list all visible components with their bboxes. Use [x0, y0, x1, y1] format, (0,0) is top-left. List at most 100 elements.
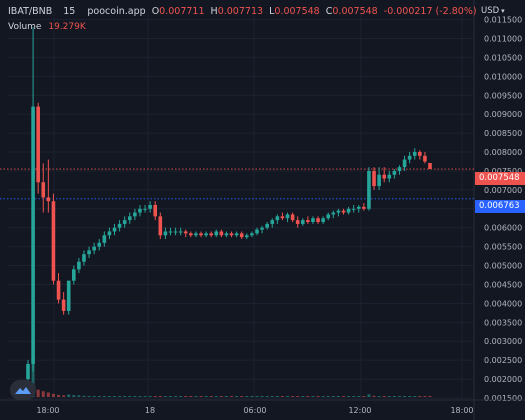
- candle-body: [428, 162, 432, 170]
- volume-bar: [143, 396, 147, 397]
- candle-body: [26, 363, 30, 380]
- volume-bar: [413, 396, 417, 397]
- volume-bar: [296, 396, 300, 397]
- candle-body: [71, 269, 76, 281]
- x-tick-label: 18:00: [36, 406, 59, 415]
- candle-body: [367, 170, 371, 209]
- volume-bar: [174, 396, 178, 397]
- candle-body: [356, 206, 361, 209]
- candle-body: [87, 250, 91, 255]
- candle-body: [397, 167, 402, 171]
- x-tick-label: 18:00: [450, 406, 473, 415]
- volume-bar: [92, 395, 96, 397]
- candle-body: [275, 216, 280, 221]
- volume-bar: [153, 396, 157, 397]
- candle-body: [77, 261, 81, 270]
- ohlc-legend: IBAT/BNB 15 poocoin.app O0.007711 H0.007…: [8, 5, 480, 19]
- y-tick-label: 0.011500: [484, 16, 522, 25]
- candle-body: [163, 231, 168, 236]
- volume-bar: [230, 396, 234, 397]
- volume-bar: [62, 395, 66, 397]
- symbol-label[interactable]: IBAT/BNB: [8, 6, 53, 17]
- y-tick-label: 0.005500: [484, 243, 522, 252]
- candle-body: [250, 233, 254, 236]
- candle-body: [265, 223, 269, 228]
- y-tick-label: 0.009000: [484, 110, 522, 119]
- candle-body: [56, 280, 61, 300]
- high-label: H: [210, 6, 218, 17]
- volume-bar: [270, 396, 274, 397]
- candle-body: [102, 235, 107, 243]
- volume-bar: [255, 396, 259, 397]
- candle-body: [31, 106, 35, 364]
- volume-bar: [316, 396, 320, 397]
- y-tick-label: 0.006000: [484, 224, 522, 233]
- volume-bar: [41, 391, 45, 397]
- x-tick-label: 18: [145, 406, 155, 415]
- candle-body: [423, 155, 427, 162]
- volume-bar: [397, 396, 401, 397]
- volume-bar: [36, 389, 40, 397]
- candle-body: [82, 254, 86, 262]
- y-tick-label: 0.009500: [484, 91, 522, 100]
- candle-body: [351, 208, 356, 210]
- volume-bar: [148, 396, 152, 397]
- candle-body: [219, 231, 224, 236]
- candle-body: [234, 233, 239, 236]
- candle-body: [331, 212, 336, 215]
- source-label: poocoin.app: [87, 6, 146, 17]
- volume-bar: [102, 395, 106, 397]
- candle-body: [326, 214, 331, 219]
- volume-bar: [214, 396, 218, 397]
- y-tick-label: 0.002000: [484, 375, 522, 384]
- y-tick-label: 0.002500: [484, 356, 522, 365]
- tradingview-logo-icon[interactable]: [10, 380, 36, 400]
- volume-bar: [158, 395, 162, 397]
- candle-body: [270, 220, 275, 224]
- candle-body: [112, 227, 117, 232]
- candle-body: [133, 212, 137, 217]
- volume-bar: [357, 396, 361, 397]
- volume-bar: [408, 396, 412, 397]
- volume-bar: [113, 396, 117, 397]
- volume-bar: [265, 396, 269, 397]
- y-tick-label: 0.003000: [484, 337, 522, 346]
- candle-body: [341, 210, 346, 213]
- volume-bar: [347, 396, 351, 397]
- candle-body: [285, 214, 290, 219]
- candle-body: [245, 235, 249, 238]
- volume-bar: [372, 395, 376, 397]
- candle-body: [189, 233, 193, 236]
- volume-bar: [87, 395, 91, 397]
- volume-legend: Volume 19.279K: [8, 21, 86, 33]
- candle-body: [372, 170, 376, 187]
- candle-body: [412, 152, 417, 156]
- volume-bar: [367, 394, 371, 397]
- volume-bar: [321, 396, 325, 397]
- candle-body: [148, 205, 152, 209]
- volume-bar: [301, 396, 305, 397]
- volume-bar: [377, 396, 381, 397]
- volume-bar: [128, 396, 132, 397]
- last-price-tag: 0.007548: [475, 172, 525, 185]
- candle-body: [229, 233, 234, 236]
- volume-bar: [123, 396, 127, 397]
- volume-bar: [224, 396, 228, 397]
- volume-bar: [306, 396, 310, 397]
- candle-body: [66, 280, 71, 311]
- candle-body: [418, 152, 422, 156]
- candle-body: [311, 218, 315, 223]
- candle-body: [46, 197, 51, 202]
- x-tick-label: 12:00: [348, 406, 371, 415]
- y-tick-label: 0.010000: [484, 72, 522, 81]
- candle-body: [138, 208, 142, 213]
- volume-bar: [184, 396, 188, 397]
- low-label: L: [269, 6, 275, 17]
- currency-selector[interactable]: USD ▾: [481, 6, 505, 16]
- interval-label[interactable]: 15: [63, 6, 76, 17]
- candle-body: [392, 170, 397, 175]
- y-tick-label: 0.008000: [484, 148, 522, 157]
- y-tick-label: 0.005000: [484, 262, 522, 271]
